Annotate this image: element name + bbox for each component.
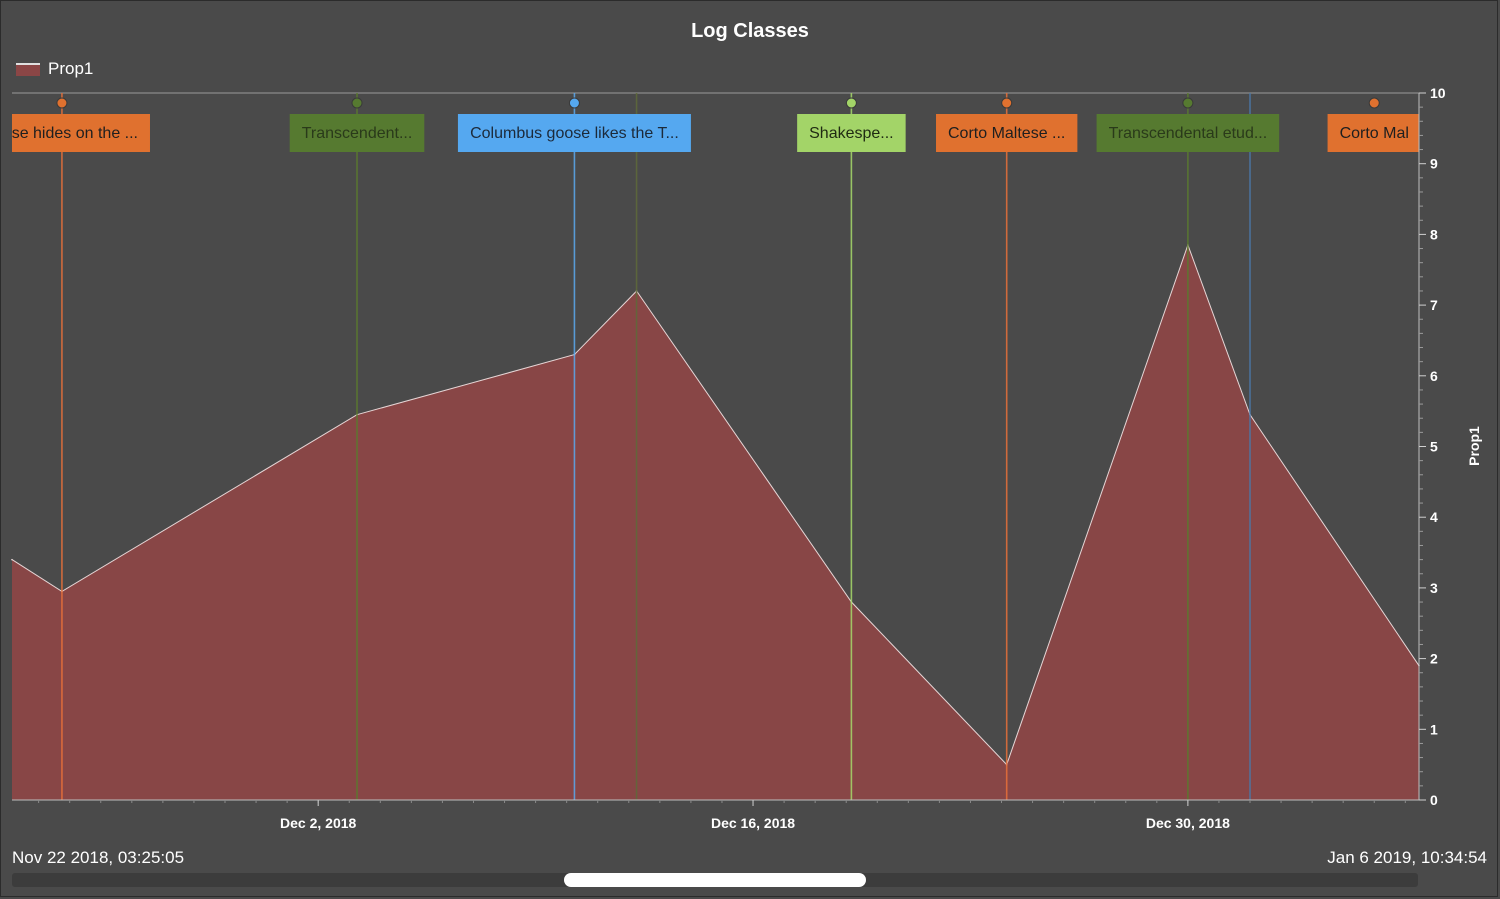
- log-label-box-4[interactable]: [936, 114, 1078, 152]
- log-marker-dot-0[interactable]: [56, 97, 68, 109]
- log-label-text-2: Columbus goose likes the T...: [470, 125, 679, 142]
- log-marker-dot-6[interactable]: [1368, 97, 1380, 109]
- log-label-box-0[interactable]: [0, 114, 150, 152]
- log-marker-dot-3[interactable]: [845, 97, 857, 109]
- log-label-box-2[interactable]: [457, 114, 691, 152]
- log-label-text-5: Transcendental etud...: [1109, 125, 1268, 142]
- log-marker-dot-1[interactable]: [351, 97, 363, 109]
- y-tick-label-0: 0: [1430, 792, 1438, 808]
- log-label-text-4: Corto Maltese ...: [948, 125, 1065, 142]
- y-tick-label-10: 10: [1430, 85, 1446, 101]
- y-tick-label-4: 4: [1430, 509, 1438, 525]
- log-label-box-3[interactable]: [797, 114, 906, 152]
- data-point-0: [11, 558, 13, 561]
- scrollbar-thumb[interactable]: [564, 873, 866, 887]
- y-axis-title: Prop1: [1466, 426, 1482, 466]
- log-label-box-6[interactable]: [1327, 114, 1421, 152]
- y-tick-label-5: 5: [1430, 439, 1438, 455]
- log-marker-dot-5[interactable]: [1182, 97, 1194, 109]
- y-tick-label-9: 9: [1430, 156, 1438, 172]
- log-labels: altese hides on the ... Transcendent... Co…: [0, 97, 1421, 152]
- y-tick-label-8: 8: [1430, 226, 1438, 242]
- legend[interactable]: Prop1: [16, 58, 93, 80]
- range-start-label: Nov 22 2018, 03:25:05: [12, 848, 185, 867]
- log-label-text-3: Shakespe...: [809, 125, 894, 142]
- range-end-label: Jan 6 2019, 10:34:54: [1327, 848, 1487, 867]
- log-marker-dot-2[interactable]: [568, 97, 580, 109]
- log-marker-dot-4[interactable]: [1001, 97, 1013, 109]
- x-tick-label-1: Dec 16, 2018: [711, 815, 795, 831]
- y-tick-label-1: 1: [1430, 721, 1438, 737]
- log-label-text-1: Transcendent...: [302, 125, 413, 142]
- legend-label: Prop1: [48, 59, 94, 78]
- y-tick-label-7: 7: [1430, 297, 1438, 313]
- y-tick-label-3: 3: [1430, 580, 1438, 596]
- chart-title: Log Classes: [691, 20, 809, 42]
- legend-swatch: [16, 62, 40, 76]
- x-tick-label-0: Dec 2, 2018: [280, 815, 356, 831]
- log-label-text-0: altese hides on the ...: [0, 125, 138, 142]
- log-label-box-1[interactable]: [289, 114, 425, 152]
- y-tick-label-2: 2: [1430, 651, 1438, 667]
- time-scrollbar[interactable]: [12, 873, 1418, 887]
- y-tick-label-6: 6: [1430, 368, 1438, 384]
- area-fill-prop1: [12, 245, 1419, 800]
- log-label-text-6: Corto Mal: [1340, 125, 1409, 142]
- log-label-box-5[interactable]: [1096, 114, 1280, 152]
- area-line-prop1: [11, 243, 1420, 766]
- x-tick-label-2: Dec 30, 2018: [1146, 815, 1230, 831]
